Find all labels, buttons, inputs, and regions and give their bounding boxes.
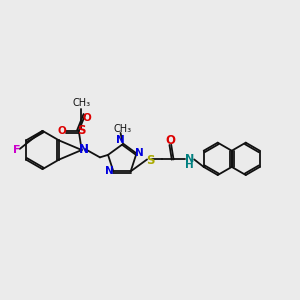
Text: N: N <box>79 142 89 156</box>
Text: H: H <box>185 160 194 170</box>
Text: N: N <box>185 154 194 164</box>
Text: F: F <box>13 145 21 155</box>
Text: O: O <box>166 134 176 147</box>
Text: S: S <box>146 154 154 167</box>
Text: N: N <box>136 148 144 158</box>
Text: CH₃: CH₃ <box>114 124 132 134</box>
Text: O: O <box>82 113 91 124</box>
Text: S: S <box>77 124 85 137</box>
Text: N: N <box>116 135 125 145</box>
Text: CH₃: CH₃ <box>72 98 90 109</box>
Text: N: N <box>105 166 114 176</box>
Text: O: O <box>58 126 67 136</box>
